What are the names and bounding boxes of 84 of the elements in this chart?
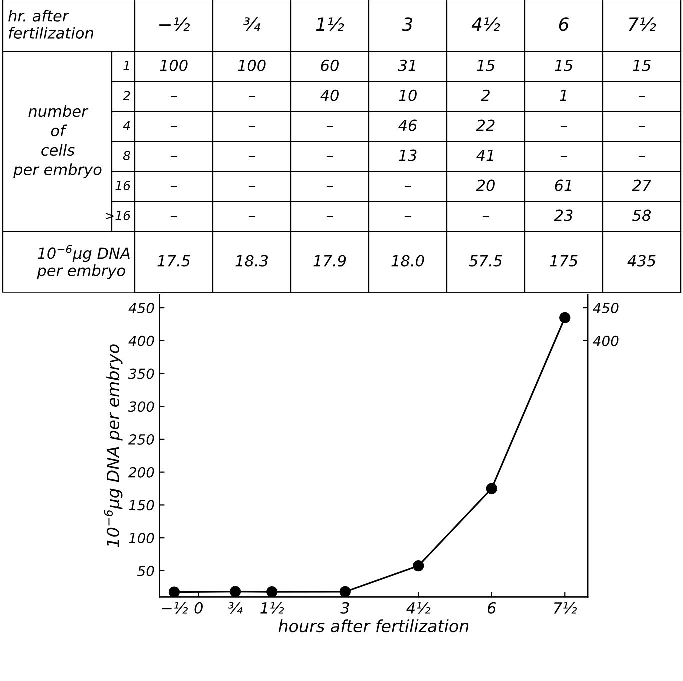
x-tick-label: 4½ [406,602,431,614]
data-label: 18.3 [236,255,268,267]
text: – [560,126,568,128]
data-label: 1 [560,90,567,102]
text: – [170,126,178,128]
data-label: 41 [476,150,494,162]
x-tick-label: 4½ [472,18,500,32]
y-tick-label: 50 [138,566,154,576]
y-tick-label: 150 [129,500,154,511]
data-label: 435 [628,255,656,267]
text: – [248,216,256,218]
y-tick-label: 16 [116,181,130,191]
text: – [248,156,256,158]
data-label: 20 [476,180,495,192]
text: – [638,156,646,158]
data-label: 15 [633,60,651,72]
y-tick-label: 100 [129,533,154,544]
data-label: 22 [476,120,495,132]
data-label: 17.9 [314,255,346,267]
data-label: 2 [481,90,490,102]
data-label: 60 [321,60,339,72]
text: – [326,216,334,218]
text: – [170,96,178,98]
y-tick-label: 300 [128,402,154,412]
x-tick-label: ¾ [244,18,261,32]
data-label: 61 [555,180,572,192]
data-label: 100 [238,60,266,72]
text: – [248,186,256,188]
data-label: 58 [632,210,652,222]
y-tick-label: 400 [128,336,154,346]
data-label: 17.5 [158,255,190,267]
text: – [170,156,178,158]
text: – [326,126,334,128]
data-label: 100 [160,60,188,72]
data-label: 27 [632,180,652,192]
x-tick-label: 7½ [554,602,578,614]
y-tick-label: 250 [128,434,154,445]
y-tick-label: 4 [123,121,130,130]
data-label: 175 [550,255,578,267]
text: – [326,156,334,158]
y-tick-label: 450 [128,302,154,314]
text: – [248,126,256,128]
text: – [560,156,568,158]
y-tick-label: 1 [124,61,130,70]
x-tick-label: −½ [160,18,190,32]
text: – [638,126,646,128]
x-tick-label: 6 [559,18,569,32]
text: – [404,216,412,218]
data-label: 15 [555,60,573,72]
x-tick-label: 3 [340,602,350,614]
y2-tick-label: 450 [593,302,619,314]
y-tick-label: 350 [128,368,154,380]
x-tick-label: ¾ [228,602,243,614]
data-label: 46 [398,120,418,132]
x-tick-label: 3 [402,18,413,32]
y-tick-label: 2 [123,91,130,100]
x-tick-label: 7½ [629,18,656,32]
text: – [482,216,490,218]
y2-tick-label: 400 [593,336,619,346]
text: – [170,216,178,218]
y-tick-label: 200 [128,467,154,478]
text: – [248,96,256,98]
x-axis-title: hr. after fertilization [8,10,94,39]
data-label: 10 [399,90,417,102]
y-tick-label: 8 [123,151,130,161]
text: – [404,186,412,188]
x-tick-label: 6 [488,602,496,614]
x-tick-label: 0 [194,602,203,614]
x-tick-label: −½ [162,602,188,614]
data-label: 18.0 [392,255,424,267]
y-tick-label: 10$^{−6}$μg DNA per embryo [37,245,130,280]
data-label: 23 [554,210,573,222]
x-tick-label: 1½ [260,602,284,614]
x-axis-title: hours after fertilization [278,620,469,633]
data-label: 15 [477,60,495,72]
data-label: 57.5 [469,255,502,267]
text: – [638,96,646,98]
x-tick-label: 1½ [316,18,344,32]
text: – [326,186,334,188]
data-label: 31 [398,60,416,72]
y-axis-title: number of cells per embryo [14,105,102,178]
data-label: 13 [399,150,417,162]
text: – [170,186,178,188]
data-label: 40 [320,90,339,102]
